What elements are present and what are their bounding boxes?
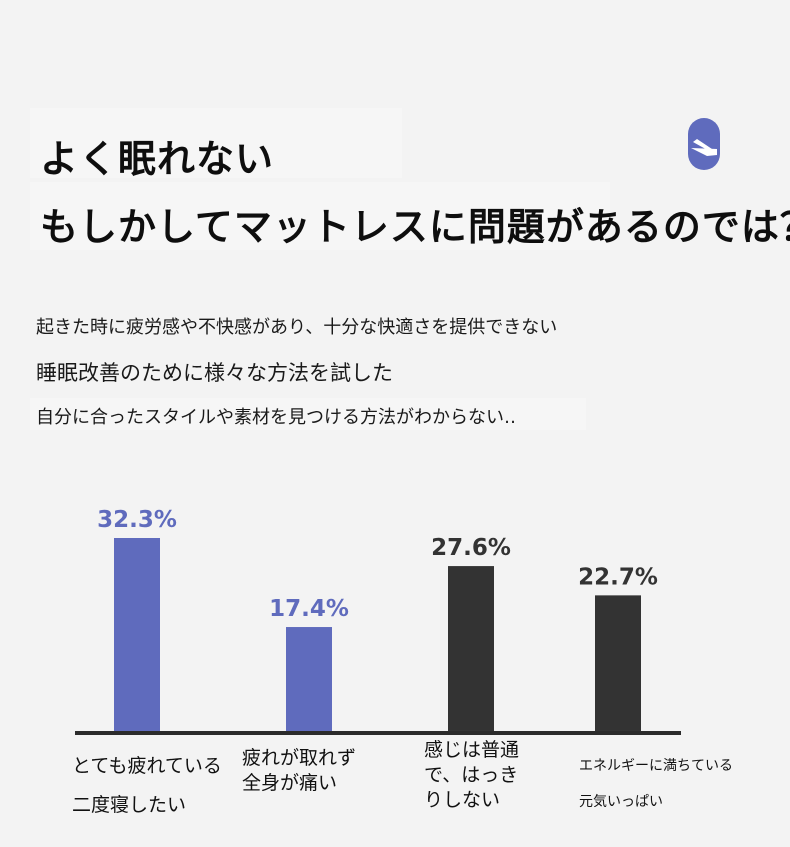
category-label-1: とても疲れている 二度寝したい — [72, 752, 222, 819]
bar-value-label-3: 27.6% — [431, 535, 511, 561]
category-label-4-line-2: 元気いっぱい — [579, 794, 663, 810]
bar-value-label-2: 17.4% — [269, 596, 349, 622]
bar-3 — [448, 566, 494, 731]
subtext-1: 起きた時に疲労感や不快感があり、十分な快適さを提供できない — [36, 317, 558, 338]
bar-value-label-4: 22.7% — [578, 564, 658, 590]
bar-4 — [595, 595, 641, 731]
subtext-2: 睡眠改善のために様々な方法を試した — [36, 361, 393, 385]
bar-1 — [114, 538, 160, 731]
category-label-3-line-1: 感じは普通で、はっきりしない — [424, 739, 520, 811]
title-panel-2 — [30, 182, 610, 250]
category-label-3: 感じは普通で、はっきりしない — [424, 738, 519, 813]
brand-logo-icon — [688, 118, 720, 170]
page-title-line-1: よく眠れない — [40, 137, 275, 181]
subtext-3: 自分に合ったスタイルや素材を見つける方法がわからない‥ — [36, 407, 517, 428]
category-label-1-line-2: 二度寝したい — [72, 794, 187, 816]
subtext-panel — [30, 398, 586, 430]
category-label-2: 疲れが取れず全身が痛い — [242, 746, 360, 796]
page-title-line-2: もしかしてマットレスに問題があるのでは？ — [40, 205, 790, 249]
title-panel-1 — [30, 108, 402, 178]
category-label-4-line-1: エネルギーに満ちている — [579, 758, 733, 774]
category-label-1-line-1: とても疲れている — [72, 755, 222, 777]
category-label-4: エネルギーに満ちている 元気いっぱい — [579, 748, 733, 820]
category-label-2-line-1: 疲れが取れず全身が痛い — [242, 747, 357, 794]
bar-2 — [286, 627, 332, 731]
bar-value-label-1: 32.3% — [97, 507, 177, 533]
